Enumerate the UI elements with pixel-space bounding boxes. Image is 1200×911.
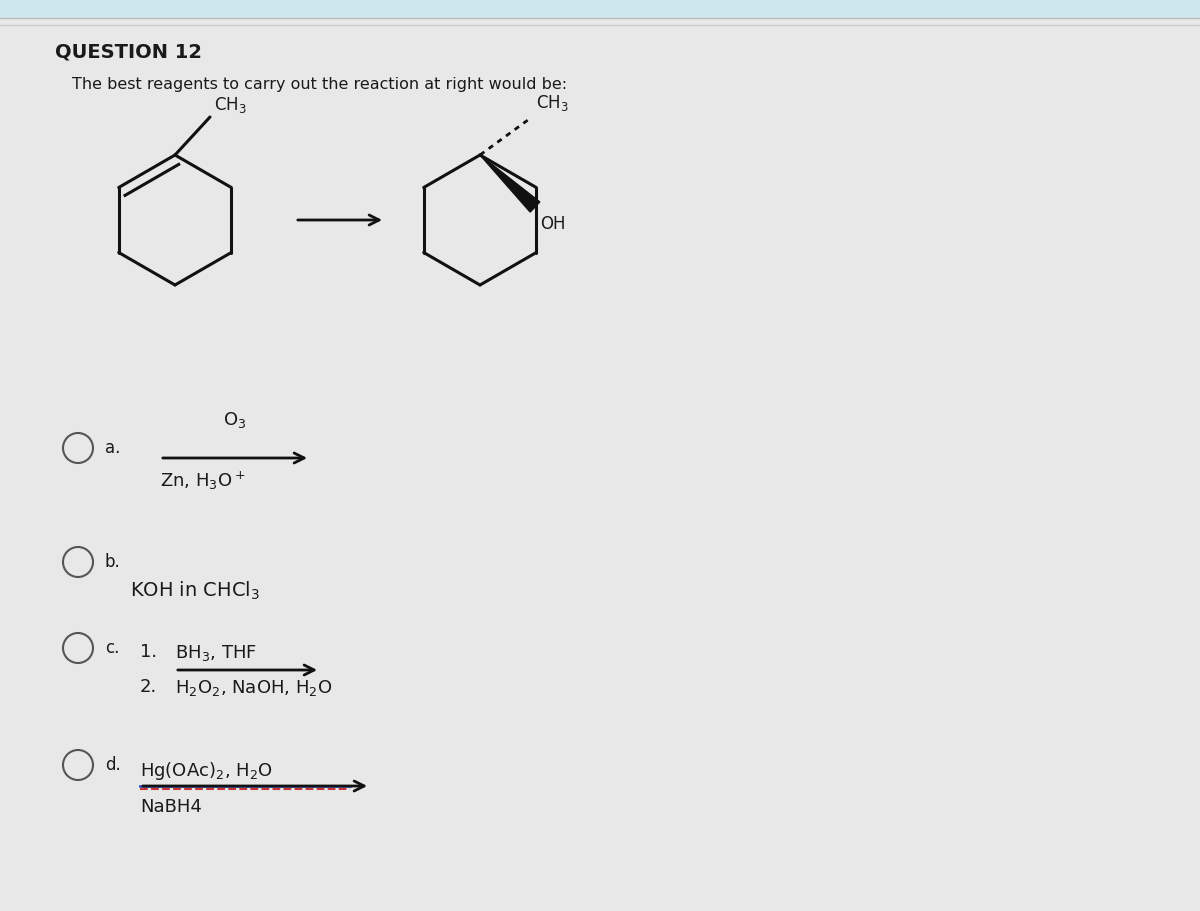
Text: d.: d. [106, 756, 121, 774]
Text: CH$_3$: CH$_3$ [214, 95, 247, 115]
Text: b.: b. [106, 553, 121, 571]
Text: Hg(OAc)$_2$, H$_2$O: Hg(OAc)$_2$, H$_2$O [140, 760, 272, 782]
Text: a.: a. [106, 439, 120, 457]
Text: CH$_3$: CH$_3$ [536, 93, 569, 113]
Text: BH$_3$, THF: BH$_3$, THF [175, 643, 257, 663]
Text: 1.: 1. [140, 643, 157, 661]
Polygon shape [480, 155, 540, 212]
Bar [0, 0, 1200, 18]
Text: O$_3$: O$_3$ [223, 410, 247, 430]
Text: H$_2$O$_2$, NaOH, H$_2$O: H$_2$O$_2$, NaOH, H$_2$O [175, 678, 332, 698]
Text: OH: OH [540, 215, 565, 233]
Text: NaBH4: NaBH4 [140, 798, 202, 816]
Text: Zn, H$_3$O$^+$: Zn, H$_3$O$^+$ [160, 470, 246, 492]
Text: 2.: 2. [140, 678, 157, 696]
Text: c.: c. [106, 639, 119, 657]
Text: QUESTION 12: QUESTION 12 [55, 43, 202, 62]
Text: KOH in CHCl$_3$: KOH in CHCl$_3$ [130, 580, 260, 602]
Text: The best reagents to carry out the reaction at right would be:: The best reagents to carry out the react… [72, 77, 568, 93]
